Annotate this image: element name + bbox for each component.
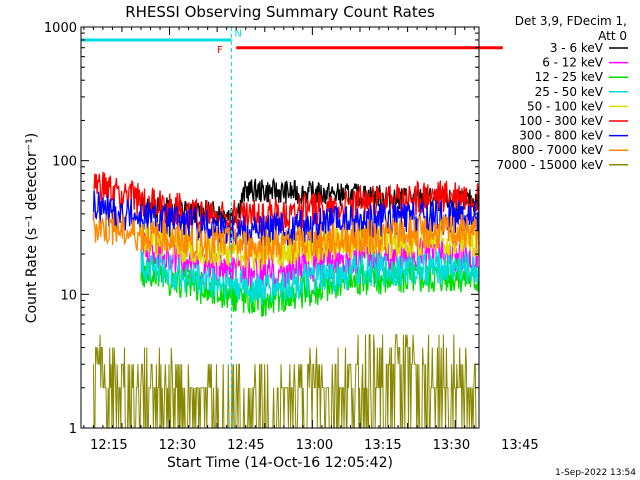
timestamp-footer: 1-Sep-2022 13:54: [555, 468, 636, 478]
y-tick-label: 1: [69, 422, 77, 437]
x-tick-label: 12:30: [159, 438, 196, 453]
legend-label-25-50-kev: 25 - 50 keV: [535, 85, 604, 99]
y-tick-label: 100: [52, 155, 77, 170]
legend-label-7000-15000-kev: 7000 - 15000 keV: [496, 158, 603, 172]
series-layer: [92, 171, 480, 429]
x-tick-label: 13:15: [364, 438, 401, 453]
y-axis: 1 10 100 1000: [44, 21, 479, 437]
legend-label-12-25-kev: 12 - 25 keV: [535, 70, 604, 84]
legend-label-50-100-kev: 50 - 100 keV: [527, 99, 604, 113]
legend-label-6-12-kev: 6 - 12 keV: [542, 56, 604, 70]
y-axis-label: Count Rate (s⁻¹ detector⁻¹): [24, 133, 40, 323]
series-line-12-25-kev: [140, 258, 480, 318]
series-line-6-12-kev: [140, 231, 480, 291]
x-tick-label: 13:45: [501, 438, 538, 453]
legend-header-line-1: Det 3,9, FDecim 1,: [515, 14, 627, 28]
legend-header-line-2: Att 0: [598, 29, 627, 43]
plot-frame: [80, 26, 480, 429]
chart-title: RHESSI Observing Summary Count Rates: [125, 3, 435, 21]
x-axis-label: Start Time (14-Oct-16 12:05:42): [167, 455, 393, 471]
flag-label-n: N: [234, 28, 241, 39]
marker-layer: NF: [81, 27, 503, 428]
x-tick-label: 13:30: [433, 438, 470, 453]
series-line-800-7000-kev: [92, 211, 480, 265]
x-tick-label: 12:45: [227, 438, 264, 453]
flag-label-f: F: [217, 45, 223, 56]
y-tick-label: 1000: [44, 21, 77, 36]
x-tick-label: 12:15: [90, 438, 127, 453]
x-tick-label: 13:00: [296, 438, 333, 453]
y-tick-label: 10: [60, 288, 77, 303]
legend-label-300-800-kev: 300 - 800 keV: [519, 129, 603, 143]
legend-label-800-7000-kev: 800 - 7000 keV: [512, 143, 604, 157]
series-line-7000-15000-kev: [92, 334, 479, 429]
x-axis: 12:15 12:30 12:45 13:00 13:15 13:30 13:45: [83, 27, 539, 453]
legend-label-100-300-kev: 100 - 300 keV: [519, 114, 603, 128]
legend-label-3-6-kev: 3 - 6 keV: [550, 41, 604, 55]
series-line-25-50-kev: [140, 248, 480, 306]
series-line-100-300-kev: [93, 171, 480, 234]
